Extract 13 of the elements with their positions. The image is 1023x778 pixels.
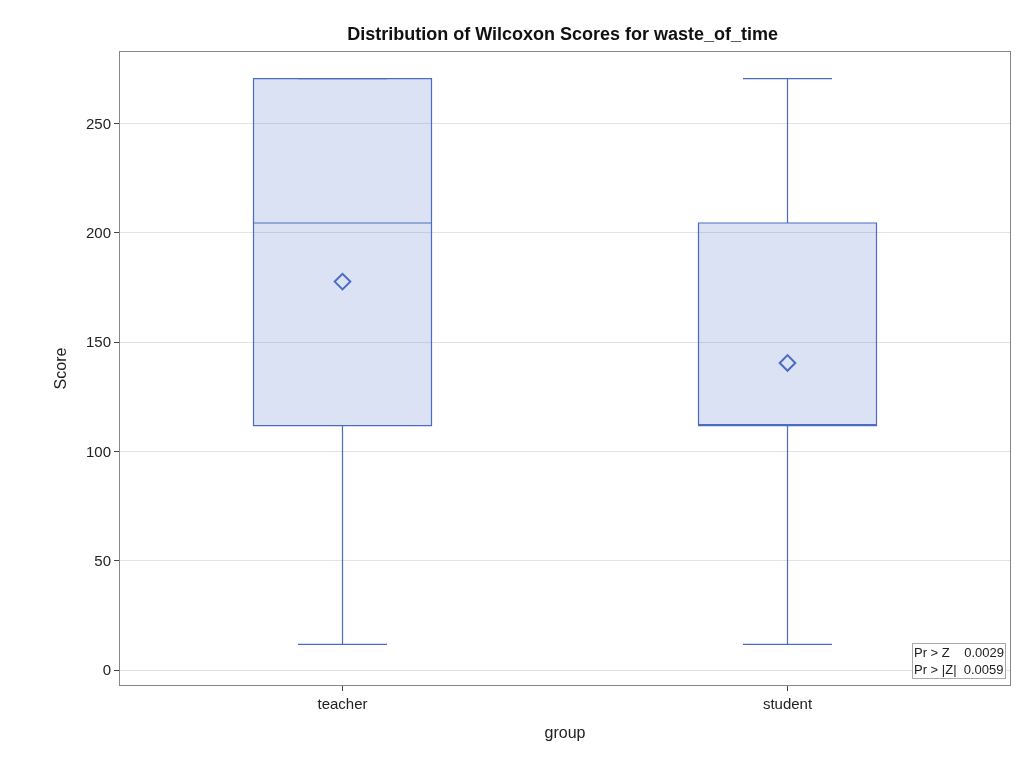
y-tick-label: 200 — [85, 224, 111, 242]
y-tick-label: 0 — [102, 661, 111, 679]
annotation: Pr > Z 0.0029 — [914, 645, 1004, 660]
chart-title: Distribution of Wilcoxon Scores for waste_of_time — [347, 23, 779, 44]
y-tick-label: 50 — [94, 552, 111, 570]
y-tick-label: 150 — [85, 333, 111, 351]
x-tick-label: teacher — [317, 695, 368, 712]
y-tick-label: 250 — [85, 114, 111, 132]
x-tick-label: student — [762, 695, 813, 712]
annotation: Pr > |Z| 0.0059 — [914, 661, 1004, 677]
y-axis-title: Score — [51, 347, 69, 390]
x-axis-title: group — [544, 723, 586, 741]
y-tick-label: 100 — [85, 442, 111, 460]
